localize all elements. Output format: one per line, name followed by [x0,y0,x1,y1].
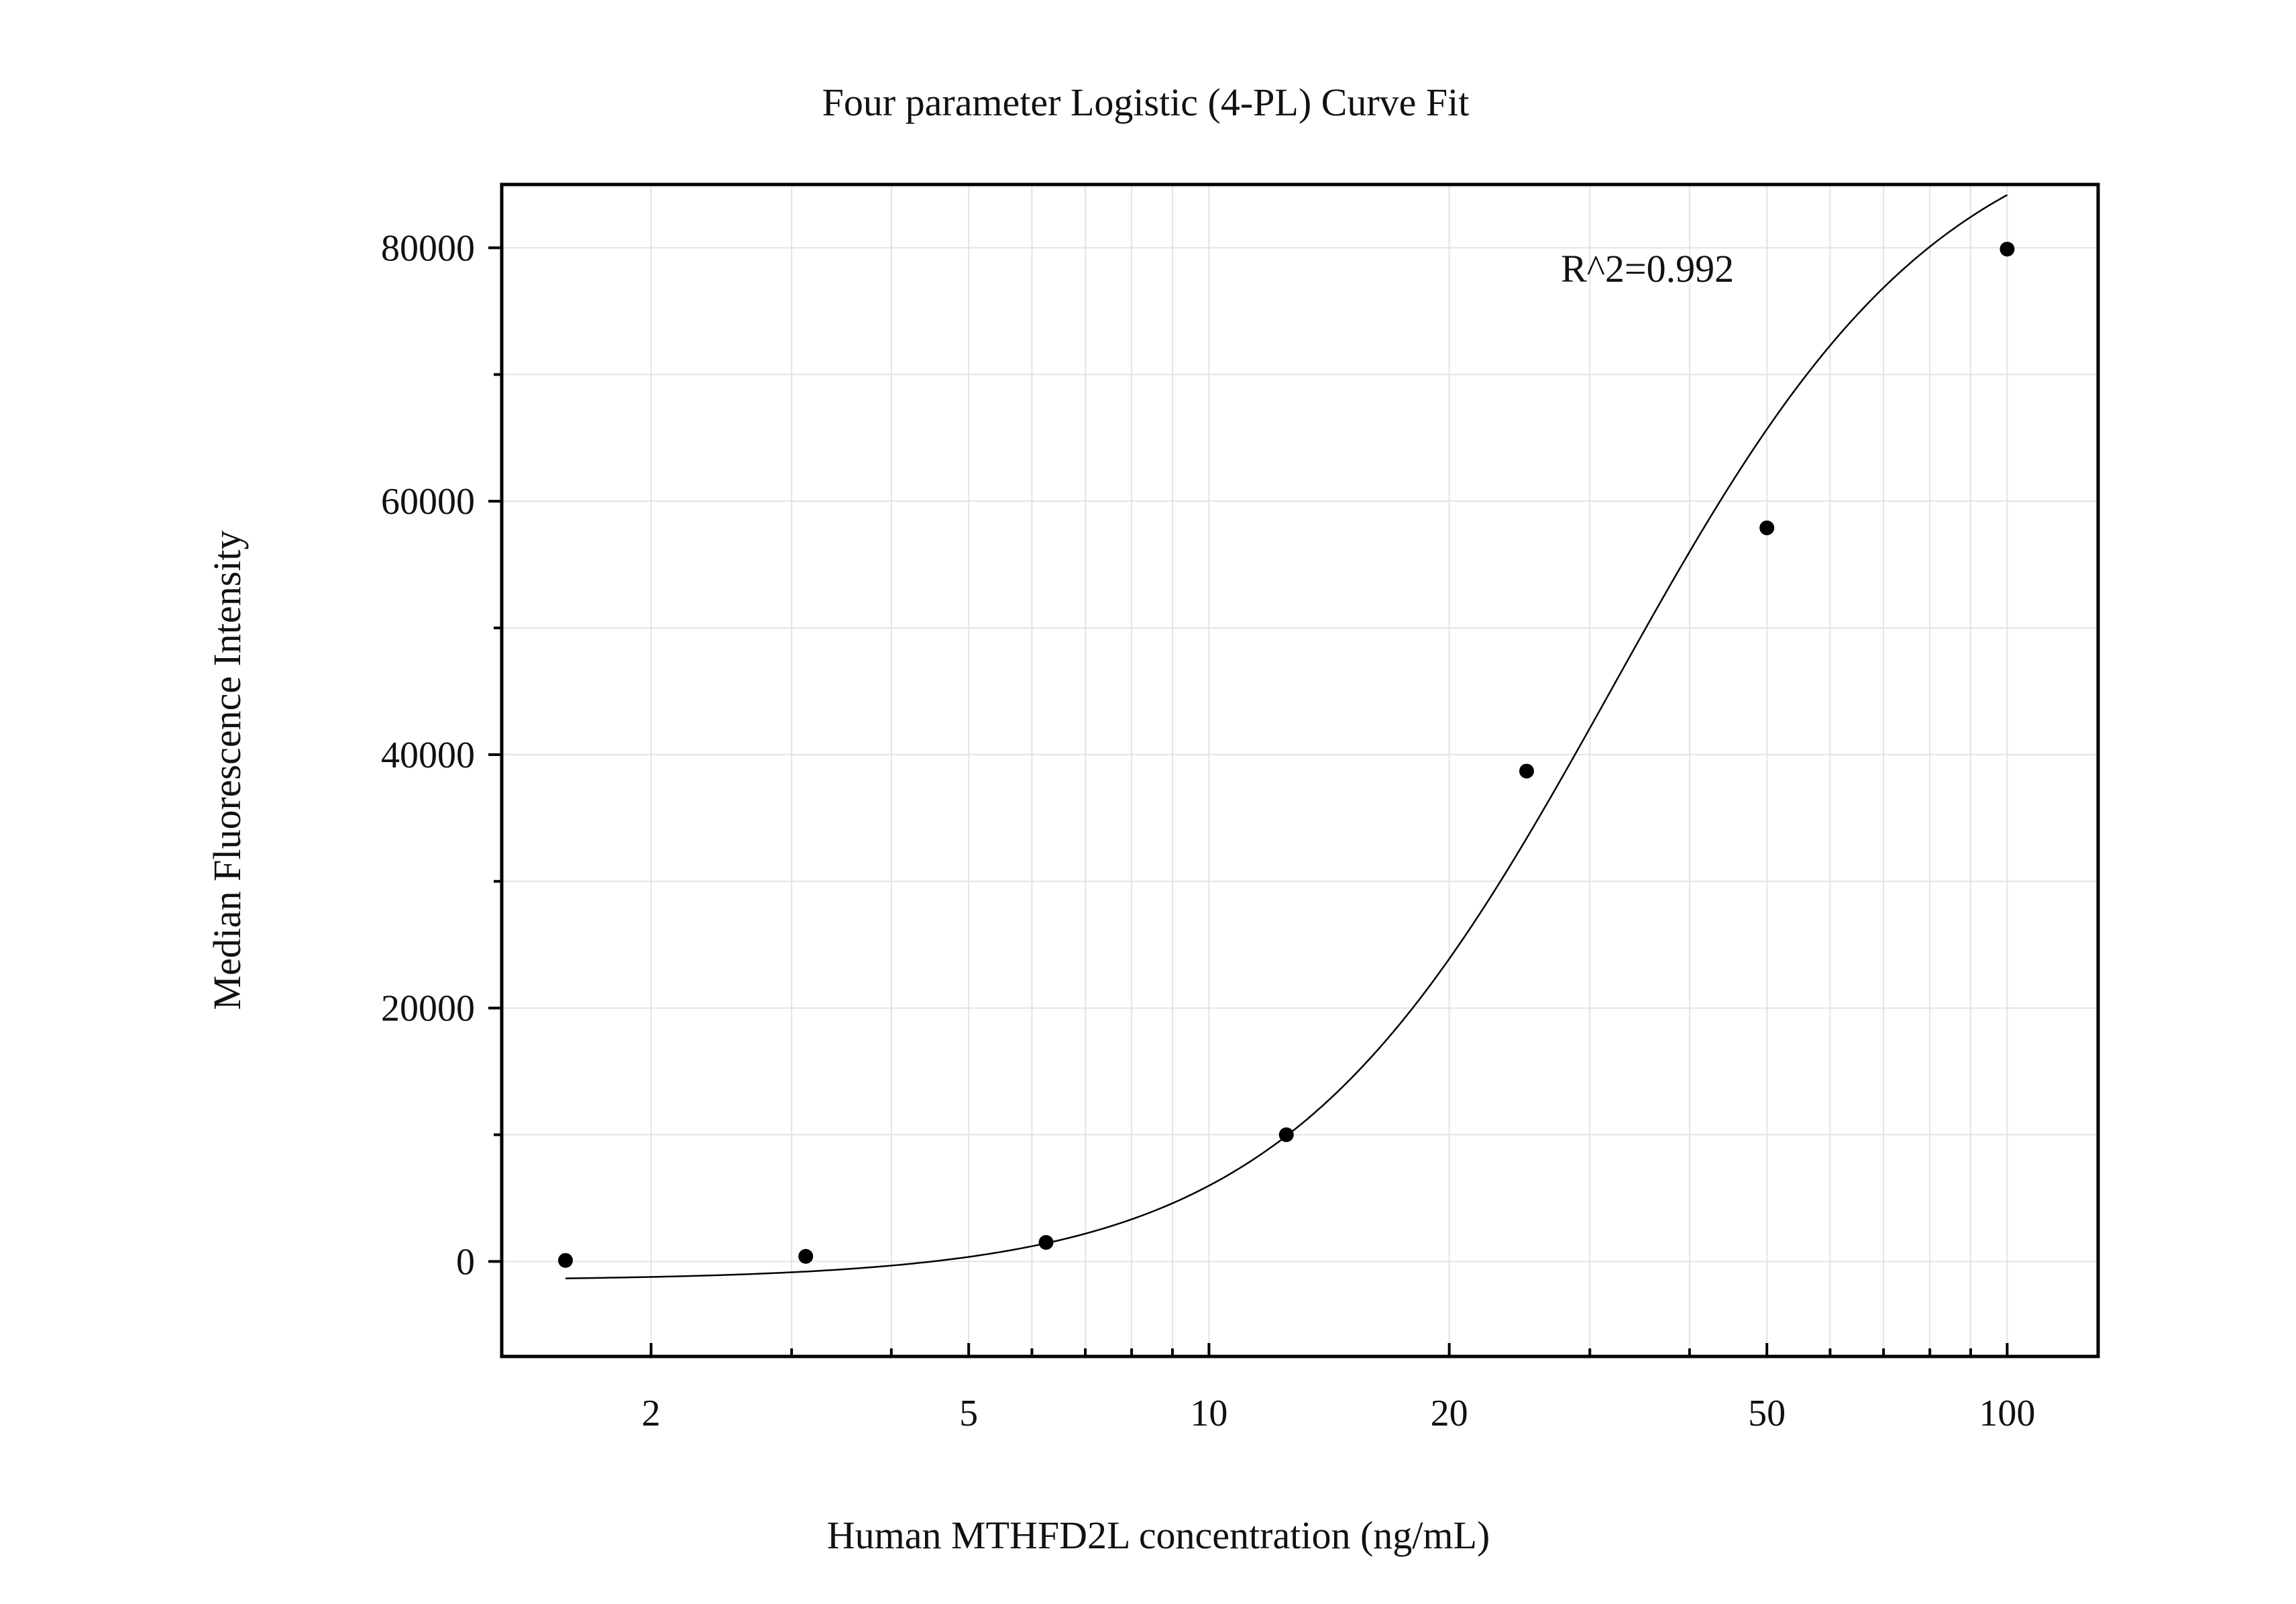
y-axis-label: Median Fluorescence Intensity [205,530,249,1010]
x-axis: 2 5 10 20 50 100 [642,1343,2035,1434]
x-axis-label: Human MTHFD2L concentration (ng/mL) [827,1513,1490,1557]
data-point [1038,1235,1054,1250]
x-tick-label: 20 [1431,1393,1468,1434]
y-tick-label: 80000 [381,227,475,269]
data-point [1519,763,1534,779]
y-tick-label: 20000 [381,988,475,1030]
data-point [2000,242,2015,257]
data-point [1759,520,1775,535]
y-tick-label: 40000 [381,735,475,776]
data-point [1278,1127,1294,1142]
annotation-r-squared: R^2=0.992 [1561,247,1734,290]
x-tick-label: 10 [1190,1393,1227,1434]
x-tick-label: 2 [642,1393,661,1434]
y-tick-label: 60000 [381,481,475,523]
x-tick-label: 5 [959,1393,978,1434]
plot-frame [500,182,2100,1358]
x-tick-label: 50 [1748,1393,1786,1434]
data-point [558,1252,573,1268]
y-axis: 0 20000 40000 60000 80000 [381,227,502,1283]
points-layer [558,242,2015,1268]
x-tick-label: 100 [1979,1393,2035,1434]
data-point [798,1248,814,1264]
y-tick-label: 0 [456,1241,475,1283]
grid-layer [502,184,2098,1356]
chart-title: Four parameter Logistic (4-PL) Curve Fit [822,81,1470,124]
